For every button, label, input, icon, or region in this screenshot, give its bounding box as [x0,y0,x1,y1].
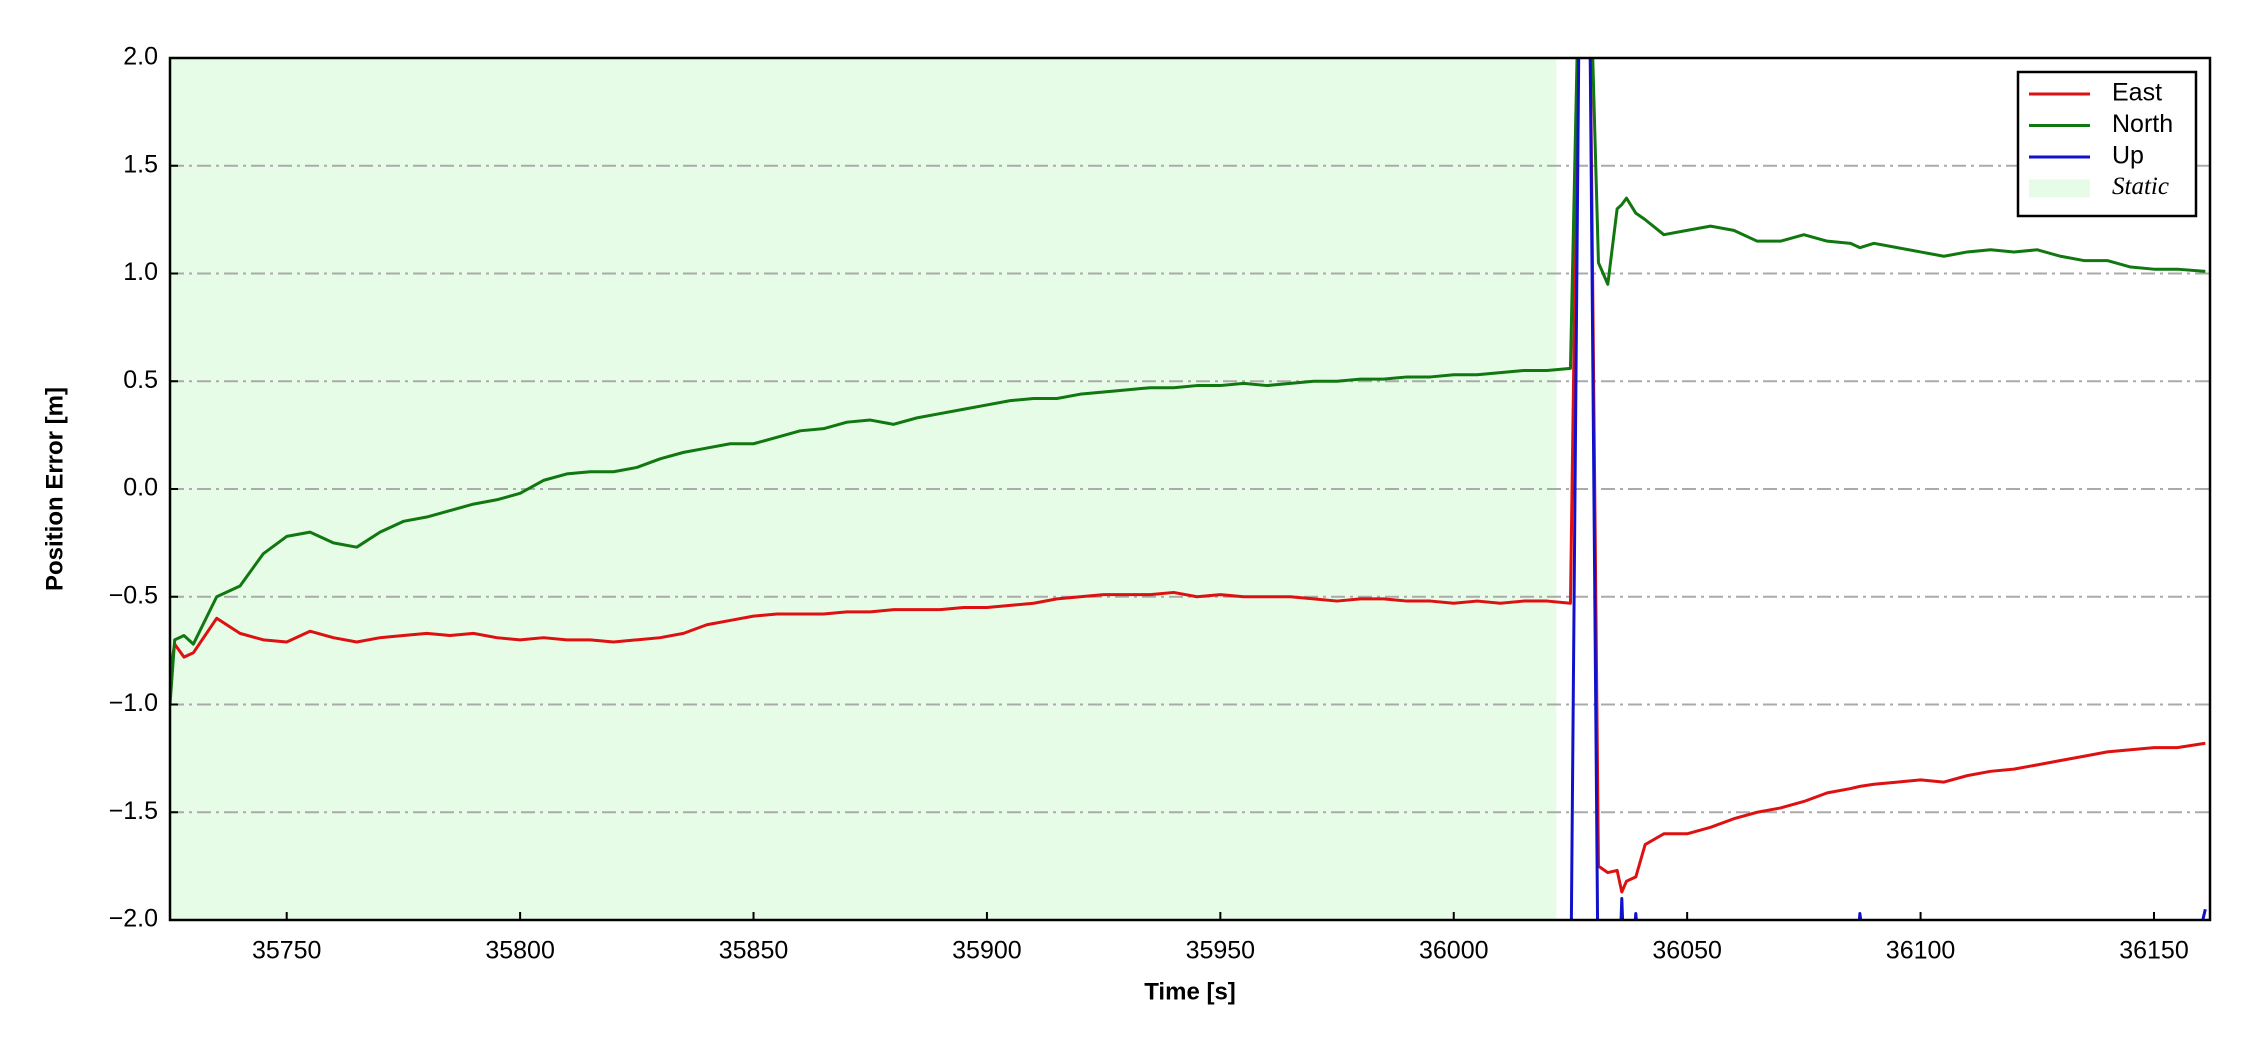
x-axis-label: Time [s] [1144,978,1236,1005]
x-tick-label: 36050 [1652,937,1722,965]
y-tick-label: −0.5 [109,581,158,609]
x-tick-label: 35900 [952,937,1022,965]
y-tick-label: 1.5 [123,150,158,178]
y-tick-label: 0.5 [123,366,158,394]
static-span [170,58,1557,920]
y-tick-label: −2.0 [109,905,158,933]
y-tick-label: 0.0 [123,474,158,502]
series-line [170,58,2206,894]
legend: East North Up Static [2016,70,2198,218]
legend-label: Static [2112,173,2169,200]
legend-label: North [2112,110,2173,138]
plot-frame [168,56,2212,922]
x-tick-label: 36000 [1419,937,1489,965]
x-tick-label: 35750 [252,937,322,965]
x-tick-label: 35950 [1186,937,1256,965]
plot-area [170,58,2210,920]
y-tick-label: 2.0 [123,43,158,71]
x-tick-label: 35800 [485,937,555,965]
legend-label: East [2112,79,2162,107]
legend-label: Up [2112,142,2144,170]
y-tick-label: 1.0 [123,258,158,286]
x-tick-label: 36100 [1886,937,1956,965]
legend-swatch [2029,179,2090,198]
series-line [170,58,2206,705]
x-tick-label: 35850 [719,937,789,965]
y-axis-label: Position Error [m] [41,387,68,591]
y-tick-label: −1.5 [109,797,158,825]
x-tick-label: 36150 [2119,937,2189,965]
y-tick-label: −1.0 [109,689,158,717]
